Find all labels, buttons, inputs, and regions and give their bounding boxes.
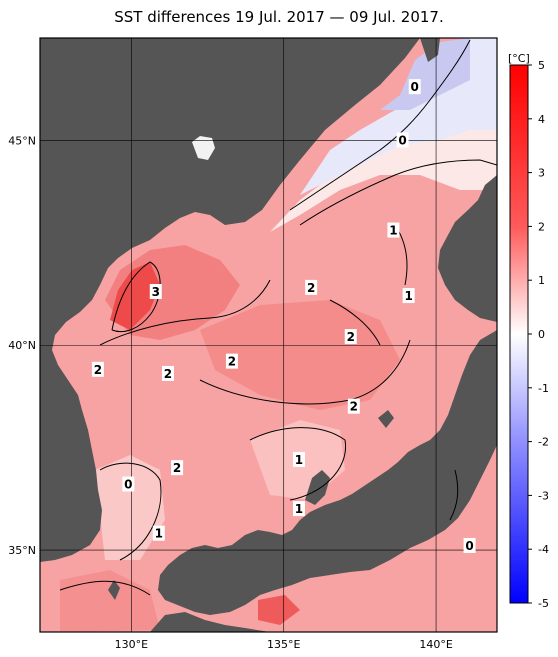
tsushima-island [108, 580, 120, 600]
contour-label: 3 [149, 283, 162, 299]
colorbar-tick-label: 4 [538, 113, 545, 126]
colorbar-tick-label: -3 [538, 489, 549, 502]
contour-label-text: 2 [350, 400, 358, 414]
honshu [158, 330, 497, 615]
x-tick-label: 135°E [267, 638, 300, 651]
colorbar-tick-label: 1 [538, 274, 545, 287]
graticule [40, 38, 497, 632]
colorbar: [°C] 5 4 3 2 1 0 -1 -2 -3 -4 -5 [508, 52, 549, 610]
colorbar-tick-label: 5 [538, 59, 545, 72]
contour-label-text: 1 [155, 527, 163, 541]
colorbar-tick-label: 0 [538, 328, 545, 341]
hot-spot-3 [110, 262, 160, 330]
contour-label: 1 [292, 451, 305, 467]
contour-label-text: 1 [295, 453, 303, 467]
contour-label: 0 [463, 537, 476, 553]
hokkaido [438, 38, 497, 322]
colorbar-gradient [509, 64, 529, 604]
island-north [420, 38, 440, 62]
contour-label-text: 0 [124, 478, 132, 492]
contour-value-labels: 0 0 1 1 2 3 2 2 2 2 2 1 2 0 1 1 0 [91, 79, 476, 553]
contour-label: 0 [408, 79, 421, 95]
contour-label: 0 [396, 132, 409, 148]
contour-label-text: 1 [404, 289, 412, 303]
contour-label-text: 0 [411, 80, 419, 94]
map-frame [39, 37, 498, 633]
contour-label-text: 2 [347, 330, 355, 344]
contour-label-text: 2 [307, 281, 315, 295]
colorbar-tick-label: -4 [538, 543, 549, 556]
y-tick-label: 45°N [8, 134, 36, 147]
colorbar-tick-label: 2 [538, 220, 545, 233]
warm-patch-center [200, 300, 400, 410]
mild-patch-korea [95, 455, 165, 560]
contour-label-text: 1 [389, 224, 397, 238]
hot-spot-southeast [258, 595, 300, 625]
contour-label: 2 [91, 361, 104, 377]
contour-label: 2 [344, 329, 357, 345]
axis-labels: 130°E 135°E 140°E 45°N 40°N 35°N [8, 134, 453, 651]
contour-label: 1 [402, 288, 415, 304]
contour-label: 1 [152, 525, 165, 541]
shikoku-kyushu [150, 612, 270, 632]
map-area [40, 38, 497, 632]
contour-label-text: 2 [228, 355, 236, 369]
contour-label: 2 [347, 398, 360, 414]
contour-label: 2 [161, 365, 174, 381]
colorbar-unit: [°C] [508, 52, 530, 65]
contour-label: 2 [305, 279, 318, 295]
chart-title: SST differences 19 Jul. 2017 — 09 Jul. 2… [114, 8, 444, 26]
contour-label-text: 0 [398, 133, 406, 147]
colorbar-tick-label: -2 [538, 436, 549, 449]
contour-label: 2 [171, 460, 184, 476]
contour-label: 0 [122, 476, 135, 492]
contour-label: 1 [387, 222, 400, 238]
lake-khanka [192, 136, 215, 160]
strong-negative-zone [380, 38, 470, 110]
noto-peninsula [305, 470, 330, 505]
contour-label-text: 0 [465, 539, 473, 553]
colorbar-ticks: 5 4 3 2 1 0 -1 -2 -3 -4 -5 [528, 59, 549, 610]
contour-label: 1 [292, 501, 305, 517]
y-tick-label: 35°N [8, 544, 36, 557]
mainland-asia [40, 38, 420, 562]
contour-label-text: 2 [173, 461, 181, 475]
y-tick-label: 40°N [8, 339, 36, 352]
warm-patch-south-coast [60, 570, 160, 632]
contour-label-text: 1 [295, 502, 303, 516]
colorbar-tick-label: -1 [538, 382, 549, 395]
contour-label-text: 2 [164, 367, 172, 381]
colorbar-tick-label: 3 [538, 167, 545, 180]
contour-label-text: 3 [152, 285, 160, 299]
x-tick-label: 130°E [115, 638, 148, 651]
contour-label: 2 [225, 353, 238, 369]
colorbar-tick-label: -5 [538, 597, 549, 610]
contour-label-text: 2 [94, 363, 102, 377]
sado-island [378, 410, 394, 428]
contour-lines [59, 39, 497, 596]
x-tick-label: 140°E [419, 638, 452, 651]
